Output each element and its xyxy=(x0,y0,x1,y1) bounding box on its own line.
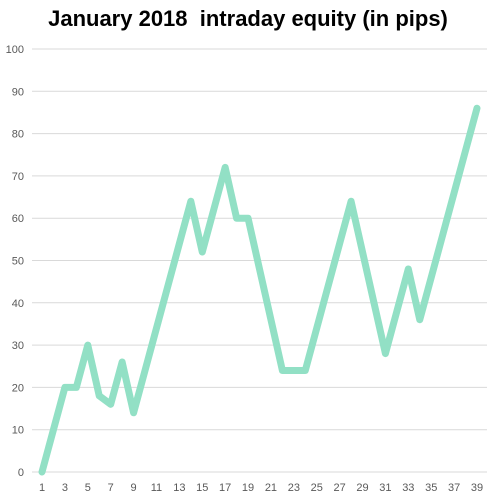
y-tick-label: 90 xyxy=(12,86,24,98)
x-tick-label: 17 xyxy=(219,482,231,494)
y-tick-label: 80 xyxy=(12,129,24,141)
y-tick-label: 0 xyxy=(18,467,24,479)
x-tick-label: 7 xyxy=(108,482,114,494)
chart-title: January 2018 intraday equity (in pips) xyxy=(48,6,448,31)
y-tick-label: 10 xyxy=(12,425,24,437)
x-tick-label: 5 xyxy=(85,482,91,494)
y-tick-label: 40 xyxy=(12,298,24,310)
x-tick-label: 11 xyxy=(151,482,162,494)
y-tick-label: 50 xyxy=(12,256,24,268)
y-tick-label: 30 xyxy=(12,340,24,352)
x-tick-label: 19 xyxy=(242,482,254,494)
x-tick-label: 25 xyxy=(311,482,323,494)
x-tick-label: 39 xyxy=(471,482,483,494)
x-tick-label: 23 xyxy=(288,482,300,494)
y-tick-label: 20 xyxy=(12,382,24,394)
x-tick-label: 15 xyxy=(196,482,208,494)
x-tick-label: 31 xyxy=(379,482,391,494)
y-tick-label: 70 xyxy=(12,171,24,183)
x-tick-label: 27 xyxy=(334,482,346,494)
x-tick-label: 21 xyxy=(265,482,277,494)
x-tick-label: 37 xyxy=(448,482,460,494)
x-tick-label: 3 xyxy=(62,482,68,494)
series-line-0 xyxy=(38,104,481,476)
y-tick-label: 100 xyxy=(6,44,24,56)
x-tick-label: 35 xyxy=(425,482,437,494)
x-tick-label: 13 xyxy=(173,482,185,494)
x-tick-label: 29 xyxy=(356,482,368,494)
x-tick-label: 33 xyxy=(402,482,414,494)
x-tick-label: 1 xyxy=(39,482,45,494)
y-tick-label: 60 xyxy=(12,213,24,225)
x-tick-label: 9 xyxy=(131,482,137,494)
